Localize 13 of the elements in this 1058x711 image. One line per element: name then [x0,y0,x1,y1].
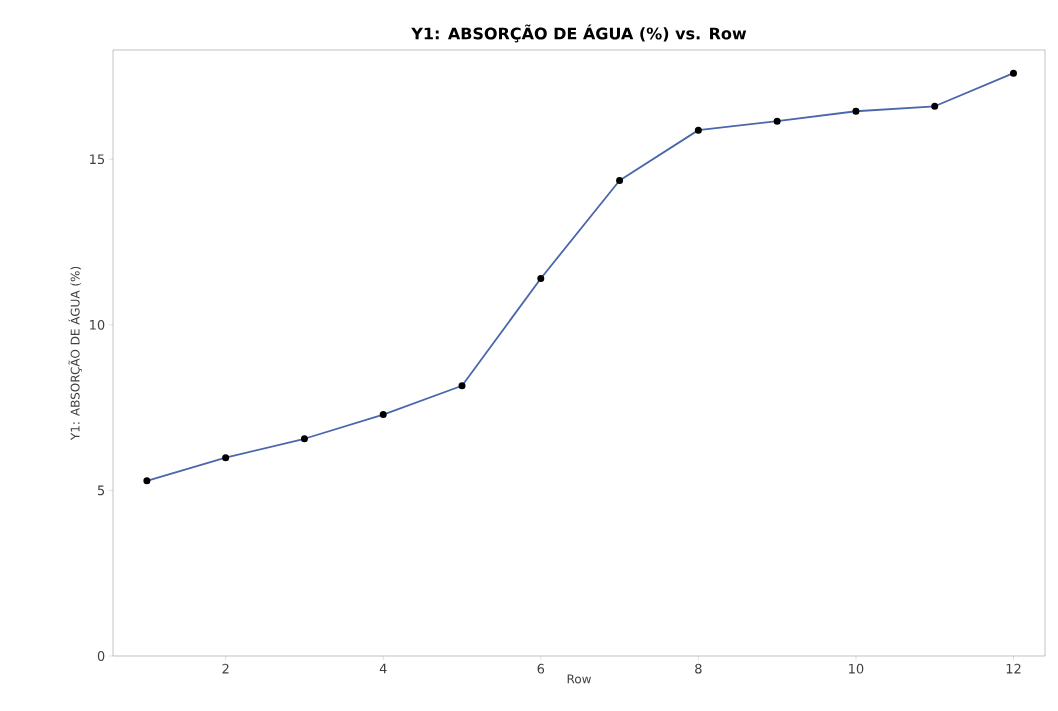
x-tick-label: 4 [379,663,387,674]
y-tick-label: 0 [97,651,105,661]
y-axis-title: Y1: ABSORÇÃO DE ÁGUA (%) [68,266,82,441]
x-tick-label: 10 [849,663,864,674]
x-tick-label: 12 [1006,663,1021,674]
x-axis-title: Row [567,674,591,684]
x-tick-label: 6 [537,663,545,674]
y-tick-label: 5 [97,485,105,496]
x-tick-label: 2 [222,663,229,674]
y-tick-label: 10 [90,319,105,330]
x-tick-label: 8 [695,663,702,674]
chart-title: Y1: ABSORÇÃO DE ÁGUA (%) vs. Row [411,24,747,43]
y-tick-label: 15 [90,154,105,165]
